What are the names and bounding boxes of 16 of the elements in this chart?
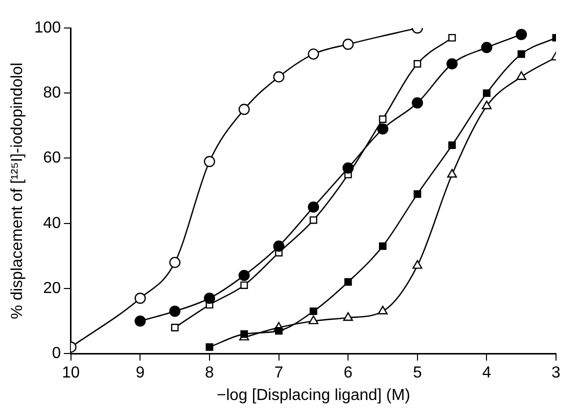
x-tick-label: 4 bbox=[482, 364, 492, 382]
x-tick-label: 8 bbox=[205, 364, 214, 382]
x-tick-label: 9 bbox=[136, 364, 145, 382]
y-tick-label: 40 bbox=[43, 214, 61, 232]
y-tick-label: 100 bbox=[34, 19, 61, 36]
y-tick-label: 0 bbox=[52, 345, 61, 362]
y-axis-title: % displacement of [¹²⁵I]-iodopindolol bbox=[9, 62, 26, 320]
x-tick-label: 7 bbox=[274, 364, 284, 382]
x-tick-label: 10 bbox=[62, 364, 80, 382]
x-axis-title: −log [Displacing ligand] (M) bbox=[216, 386, 410, 404]
y-tick-label: 20 bbox=[43, 280, 61, 297]
x-tick-label: 6 bbox=[344, 364, 353, 382]
y-tick-label: 80 bbox=[43, 84, 61, 102]
x-tick-label: 5 bbox=[412, 364, 422, 382]
x-tick-label: 3 bbox=[552, 364, 561, 382]
y-tick-label: 60 bbox=[43, 150, 61, 167]
